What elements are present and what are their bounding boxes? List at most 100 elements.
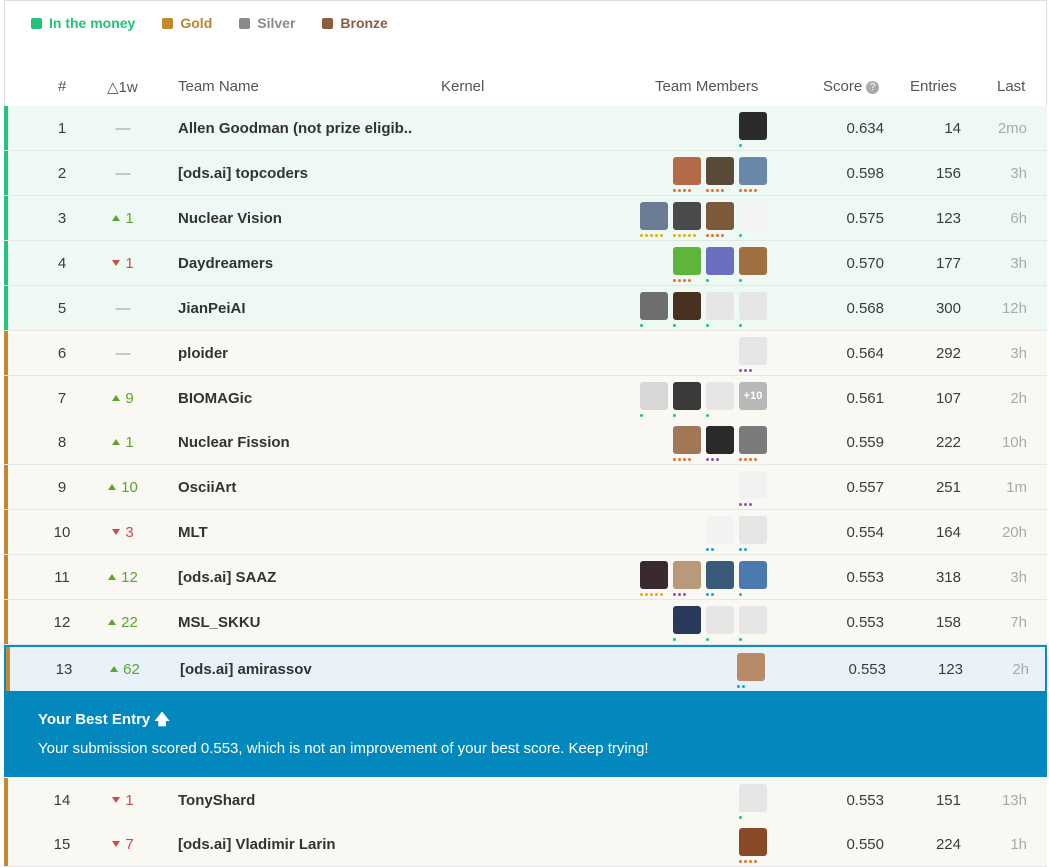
table-row[interactable]: 10 3 MLT 0.554 164 20h	[4, 510, 1047, 555]
avatar[interactable]	[673, 292, 701, 327]
avatar[interactable]	[706, 606, 734, 641]
table-row[interactable]: 6 — ploider 0.564 292 3h	[4, 331, 1047, 376]
team-name[interactable]: [ods.ai] topcoders	[178, 165, 309, 182]
score-cell: 0.553	[846, 614, 884, 631]
avatar[interactable]	[739, 202, 767, 237]
avatar[interactable]	[673, 606, 701, 641]
team-name[interactable]: ploider	[178, 345, 229, 362]
table-row[interactable]: 15 7 [ods.ai] Vladimir Larin 0.550 224 1h	[4, 822, 1047, 867]
table-row[interactable]: 4 1 Daydreamers 0.570 177 3h	[4, 241, 1047, 286]
avatar[interactable]	[739, 471, 767, 506]
avatar[interactable]	[739, 784, 767, 819]
tier-dots	[739, 279, 742, 282]
tier-dot	[721, 189, 724, 192]
table-row[interactable]: 5 — JianPeiAI 0.568 300 12h	[4, 286, 1047, 331]
team-name[interactable]: BIOMAGic	[178, 390, 253, 407]
col-last[interactable]: Last	[997, 78, 1026, 95]
avatar[interactable]	[739, 247, 767, 282]
avatar[interactable]	[706, 382, 734, 417]
team-name[interactable]: [ods.ai] amirassov	[180, 661, 312, 678]
arrow-up-icon: 🡅	[154, 711, 170, 728]
avatar[interactable]	[673, 157, 701, 192]
entries-cell: 14	[944, 120, 961, 137]
table-row[interactable]: 2 — [ods.ai] topcoders 0.598 156 3h	[4, 151, 1047, 196]
avatar[interactable]	[640, 292, 668, 327]
legend-label: In the money	[49, 15, 136, 31]
team-name[interactable]: Allen Goodman (not prize eligib..	[178, 120, 413, 137]
triangle-up-icon	[108, 574, 117, 580]
delta-value: 1	[125, 792, 134, 809]
avatar[interactable]	[706, 516, 734, 551]
avatar[interactable]	[739, 561, 767, 596]
tier-dot	[650, 234, 653, 237]
team-name[interactable]: Nuclear Vision	[178, 210, 282, 227]
last-cell: 7h	[1010, 614, 1027, 631]
legend-swatch	[239, 17, 251, 29]
table-row[interactable]: 13 62 [ods.ai] amirassov 0.553 123 2h	[4, 645, 1047, 691]
team-name[interactable]: MLT	[178, 524, 208, 541]
rank-cell: 12	[53, 614, 71, 631]
team-name[interactable]: JianPeiAI	[178, 300, 246, 317]
avatar[interactable]	[739, 112, 767, 147]
avatar[interactable]	[673, 247, 701, 282]
table-row[interactable]: 7 9 BIOMAGic +10 0.561 107 2h	[4, 376, 1047, 421]
col-rank[interactable]: #	[58, 78, 67, 95]
team-name[interactable]: Daydreamers	[178, 255, 274, 272]
avatar[interactable]	[737, 653, 765, 688]
tier-dots	[739, 548, 747, 551]
table-row[interactable]: 1 — Allen Goodman (not prize eligib.. 0.634…	[4, 106, 1047, 151]
team-name[interactable]: [ods.ai] SAAZ	[178, 569, 277, 586]
avatar[interactable]	[706, 157, 734, 192]
legend-item: Bronze	[322, 15, 388, 31]
team-name[interactable]: MSL_SKKU	[178, 614, 261, 631]
help-icon[interactable]: ?	[866, 81, 880, 94]
table-row[interactable]: 12 22 MSL_SKKU 0.553 158 7h	[4, 600, 1047, 645]
tier-dot	[673, 458, 676, 461]
table-row[interactable]: 3 1 Nuclear Vision 0.575 123 6h	[4, 196, 1047, 241]
entries-cell: 123	[935, 210, 961, 227]
col-score[interactable]: Score?	[823, 78, 880, 95]
more-members-badge[interactable]: +10	[739, 382, 767, 410]
avatar[interactable]	[673, 202, 701, 237]
triangle-down-icon	[112, 841, 121, 847]
entries-cell: 251	[935, 479, 961, 496]
avatar[interactable]	[739, 516, 767, 551]
avatar[interactable]	[673, 382, 701, 417]
table-row[interactable]: 8 1 Nuclear Fission 0.559 222 10h	[4, 420, 1047, 465]
avatar[interactable]	[739, 157, 767, 192]
col-team[interactable]: Team Name	[178, 78, 259, 95]
col-delta[interactable]: △1w	[107, 79, 138, 96]
avatar[interactable]	[739, 828, 767, 863]
avatar[interactable]	[739, 292, 767, 327]
avatar[interactable]	[640, 202, 668, 237]
score-cell: 0.634	[846, 120, 884, 137]
team-name[interactable]: OsciiArt	[178, 479, 237, 496]
legend-item: Silver	[239, 15, 295, 31]
col-entries[interactable]: Entries	[910, 78, 957, 95]
team-members	[739, 112, 767, 147]
avatar[interactable]	[739, 426, 767, 461]
team-name[interactable]: [ods.ai] Vladimir Larin	[178, 836, 336, 853]
avatar[interactable]	[706, 202, 734, 237]
avatar[interactable]	[640, 382, 668, 417]
avatar[interactable]	[706, 561, 734, 596]
rank-cell: 5	[57, 300, 67, 317]
avatar[interactable]	[706, 292, 734, 327]
avatar[interactable]	[673, 561, 701, 596]
avatar[interactable]	[706, 426, 734, 461]
table-row[interactable]: 11 12 [ods.ai] SAAZ 0.553 318 3h	[4, 555, 1047, 600]
tier-dots	[706, 593, 714, 596]
col-kernel[interactable]: Kernel	[441, 78, 485, 95]
table-row[interactable]: 14 1 TonyShard 0.553 151 13h	[4, 778, 1047, 823]
avatar[interactable]	[640, 561, 668, 596]
avatar[interactable]	[673, 426, 701, 461]
team-name[interactable]: TonyShard	[178, 792, 256, 809]
tier-stripe	[4, 286, 8, 330]
avatar[interactable]	[739, 337, 767, 372]
entries-cell: 151	[935, 792, 961, 809]
avatar[interactable]	[706, 247, 734, 282]
team-name[interactable]: Nuclear Fission	[178, 434, 290, 451]
tier-dot	[739, 593, 742, 596]
table-row[interactable]: 9 10 OsciiArt 0.557 251 1m	[4, 465, 1047, 510]
avatar[interactable]	[739, 606, 767, 641]
